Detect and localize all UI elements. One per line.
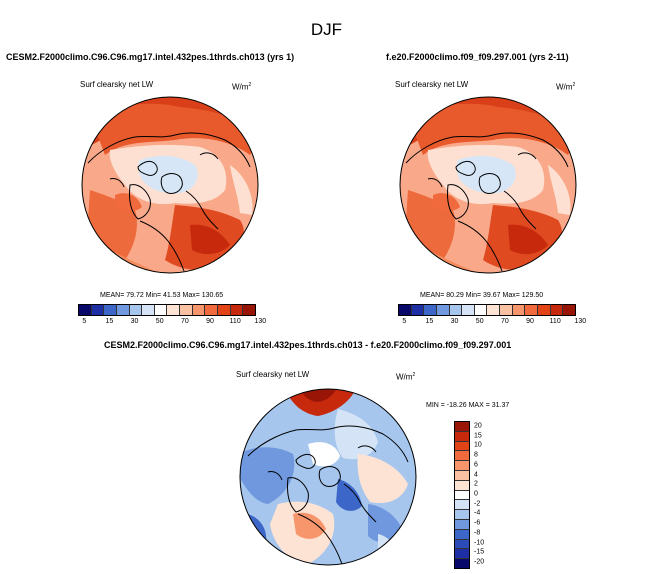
- colorbar-swatch: [243, 305, 255, 315]
- colorbar-swatch: [154, 305, 168, 315]
- colorbar-tick-label: 20: [474, 422, 482, 430]
- right-stats: MEAN= 80.29 Min= 39.67 Max= 129.50: [420, 292, 544, 299]
- left-variable-label: Surf clearsky net LW: [80, 80, 154, 89]
- colorbar-swatch: [538, 305, 551, 315]
- colorbar-swatch: [455, 422, 469, 432]
- colorbar-swatch: [129, 305, 143, 315]
- right-colorbar-ticks: 5 15 30 50 70 90 110 130: [398, 318, 586, 328]
- colorbar-tick-label: 130: [254, 318, 267, 325]
- colorbar-swatch: [474, 305, 488, 315]
- diff-polar-map: [239, 388, 417, 566]
- colorbar-swatch: [563, 305, 575, 315]
- colorbar-swatch: [500, 305, 513, 315]
- colorbar-swatch: [218, 305, 231, 315]
- colorbar-swatch: [455, 490, 469, 501]
- colorbar-swatch: [487, 305, 501, 315]
- colorbar-tick-label: -8: [474, 529, 481, 537]
- colorbar-tick-label: 15: [474, 432, 482, 440]
- left-stats: MEAN= 79.72 Min= 41.53 Max= 130.65: [100, 292, 224, 299]
- colorbar-tick-label: 50: [155, 318, 164, 325]
- colorbar-swatch: [455, 441, 469, 452]
- left-case-title: CESM2.F2000climo.C96.C96.mg17.intel.432p…: [6, 52, 295, 62]
- diff-stats: MIN = -18.26 MAX = 31.37: [426, 402, 510, 409]
- colorbar-swatch: [455, 431, 469, 442]
- colorbar-tick-label: 2: [474, 480, 478, 488]
- right-variable-label: Surf clearsky net LW: [395, 80, 469, 89]
- diff-units: W/m2: [396, 372, 416, 382]
- colorbar-tick-label: 90: [206, 318, 214, 325]
- left-polar-map: [81, 96, 259, 274]
- colorbar-tick-label: 8: [474, 451, 478, 459]
- colorbar-tick-label: 70: [500, 318, 509, 325]
- colorbar-tick-label: -6: [474, 519, 481, 527]
- diff-colorbar: [454, 421, 470, 569]
- colorbar-tick-label: 15: [105, 318, 114, 325]
- colorbar-swatch: [455, 510, 469, 520]
- colorbar-swatch: [411, 305, 425, 315]
- colorbar-swatch: [192, 305, 206, 315]
- colorbar-swatch: [167, 305, 181, 315]
- colorbar-tick-label: 110: [229, 318, 241, 325]
- diff-colorbar-ticks: 20 15 10 8 6 4 2 0 -2 -4 -6 -8 -10 -15 -20: [474, 421, 498, 567]
- colorbar-tick-label: -15: [474, 548, 485, 556]
- colorbar-swatch: [455, 529, 469, 540]
- right-units: W/m2: [556, 82, 576, 92]
- colorbar-swatch: [525, 305, 539, 315]
- colorbar-swatch: [230, 305, 244, 315]
- colorbar-swatch: [455, 549, 469, 560]
- right-case-title: f.e20.F2000climo.f09_f09.297.001 (yrs 2-…: [386, 52, 569, 62]
- colorbar-tick-label: -10: [474, 539, 485, 547]
- colorbar-swatch: [455, 480, 469, 491]
- colorbar-swatch: [512, 305, 526, 315]
- colorbar-swatch: [550, 305, 564, 315]
- colorbar-tick-label: -20: [474, 558, 485, 566]
- colorbar-swatch: [436, 305, 450, 315]
- colorbar-swatch: [455, 461, 469, 471]
- colorbar-tick-label: -2: [474, 500, 481, 508]
- colorbar-tick-label: 30: [130, 318, 139, 325]
- colorbar-tick-label: 10: [474, 441, 482, 449]
- diff-variable-label: Surf clearsky net LW: [236, 370, 310, 379]
- colorbar-tick-label: 90: [526, 318, 534, 325]
- colorbar-tick-label: 110: [549, 318, 561, 325]
- colorbar-swatch: [455, 559, 469, 568]
- colorbar-swatch: [449, 305, 463, 315]
- colorbar-swatch: [91, 305, 105, 315]
- right-colorbar: [398, 304, 576, 316]
- colorbar-swatch: [455, 451, 469, 462]
- colorbar-swatch: [455, 519, 469, 530]
- colorbar-tick-label: 130: [574, 318, 587, 325]
- right-polar-map: [399, 96, 577, 274]
- colorbar-swatch: [79, 305, 92, 315]
- colorbar-tick-label: 0: [474, 490, 478, 498]
- left-colorbar-ticks: 5 15 30 50 70 90 110 130: [78, 318, 266, 328]
- colorbar-tick-label: 5: [402, 318, 407, 325]
- colorbar-swatch: [205, 305, 219, 315]
- colorbar-swatch: [424, 305, 437, 315]
- colorbar-swatch: [455, 500, 469, 511]
- colorbar-swatch: [462, 305, 475, 315]
- colorbar-tick-label: -4: [474, 509, 481, 517]
- colorbar-tick-label: 15: [425, 318, 434, 325]
- colorbar-swatch: [116, 305, 130, 315]
- colorbar-swatch: [104, 305, 117, 315]
- colorbar-tick-label: 30: [450, 318, 459, 325]
- colorbar-tick-label: 50: [475, 318, 484, 325]
- colorbar-swatch: [455, 470, 469, 481]
- colorbar-swatch: [455, 539, 469, 550]
- colorbar-tick-label: 4: [474, 471, 478, 479]
- diff-case-title: CESM2.F2000climo.C96.C96.mg17.intel.432p…: [104, 340, 512, 350]
- colorbar-swatch: [399, 305, 412, 315]
- colorbar-tick-label: 6: [474, 461, 478, 469]
- main-title: DJF: [310, 20, 343, 39]
- colorbar-swatch: [180, 305, 193, 315]
- left-colorbar: [78, 304, 256, 316]
- left-units: W/m2: [232, 82, 252, 92]
- colorbar-tick-label: 70: [180, 318, 189, 325]
- colorbar-tick-label: 5: [82, 318, 87, 325]
- colorbar-swatch: [142, 305, 155, 315]
